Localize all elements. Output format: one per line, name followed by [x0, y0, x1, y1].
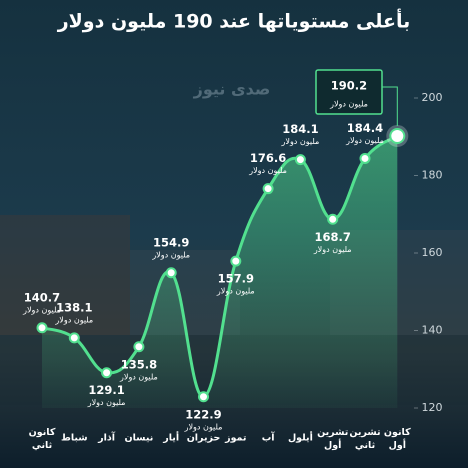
- x-tick-label: نيسان: [125, 433, 154, 444]
- y-tick-label: 200: [422, 91, 443, 104]
- point: [262, 183, 274, 195]
- value-label: 168.7: [315, 230, 351, 244]
- x-tick-label: تموز: [224, 433, 246, 444]
- point: [198, 391, 209, 403]
- value-label: 129.1: [88, 383, 124, 397]
- x-tick-label: حزيران: [187, 433, 221, 444]
- point: [101, 367, 113, 379]
- unit-label: مليون دولار: [22, 305, 61, 314]
- highlight-leader: [382, 86, 398, 126]
- value-label: 190.2: [331, 79, 367, 93]
- point: [327, 213, 339, 225]
- value-label: 140.7: [24, 290, 60, 304]
- unit-label: مليون دولار: [87, 398, 126, 407]
- x-tick-label: أيار: [162, 431, 179, 444]
- value-label: 154.9: [153, 235, 189, 249]
- point: [36, 322, 48, 334]
- x-tick-label: أيلول: [288, 431, 313, 444]
- value-label: 184.4: [347, 121, 383, 135]
- x-tick-label: كانون أول: [384, 427, 411, 451]
- point: [133, 341, 145, 353]
- value-label: 135.8: [121, 357, 157, 371]
- watermark: صدى نيوز: [193, 80, 271, 99]
- point: [294, 154, 306, 166]
- value-label: 157.9: [218, 272, 254, 286]
- point: [359, 152, 371, 164]
- unit-label: مليون دولار: [54, 315, 93, 324]
- unit-label: مليون دولار: [184, 422, 223, 431]
- x-tick-label: آذار: [97, 431, 116, 444]
- y-tick-label: 160: [422, 246, 443, 259]
- x-tick-label: آب: [262, 431, 276, 444]
- point: [389, 127, 406, 144]
- y-tick-label: 120: [422, 401, 443, 414]
- y-tick-label: 180: [422, 169, 443, 182]
- unit-label: مليون دولار: [281, 137, 320, 146]
- y-tick-label: 140: [422, 324, 443, 337]
- x-tick-label: كانون ثاني: [29, 427, 56, 451]
- unit-label: مليون دولار: [248, 166, 287, 175]
- value-label: 184.1: [282, 122, 318, 136]
- unit-label: مليون دولار: [313, 245, 352, 254]
- point: [230, 255, 242, 267]
- unit-label: مليون دولار: [151, 250, 190, 259]
- value-label: 138.1: [56, 300, 92, 314]
- unit-label: مليون دولار: [119, 372, 158, 381]
- point: [165, 267, 177, 279]
- unit-label: مليون دولار: [216, 287, 255, 296]
- value-label: 122.9: [185, 407, 221, 421]
- area: [42, 135, 398, 408]
- chart-title: بأعلى مستوياتها عند 190 مليون دولار: [57, 9, 411, 33]
- value-label: 176.6: [250, 151, 286, 165]
- unit-label: مليون دولار: [329, 100, 368, 109]
- x-tick-label: شباط: [61, 433, 88, 444]
- unit-label: مليون دولار: [345, 136, 384, 145]
- x-tick-label: تشرين ثاني: [349, 427, 380, 451]
- point: [68, 332, 80, 344]
- highlight-box: [315, 69, 383, 115]
- x-tick-label: تشرين أول: [317, 427, 348, 451]
